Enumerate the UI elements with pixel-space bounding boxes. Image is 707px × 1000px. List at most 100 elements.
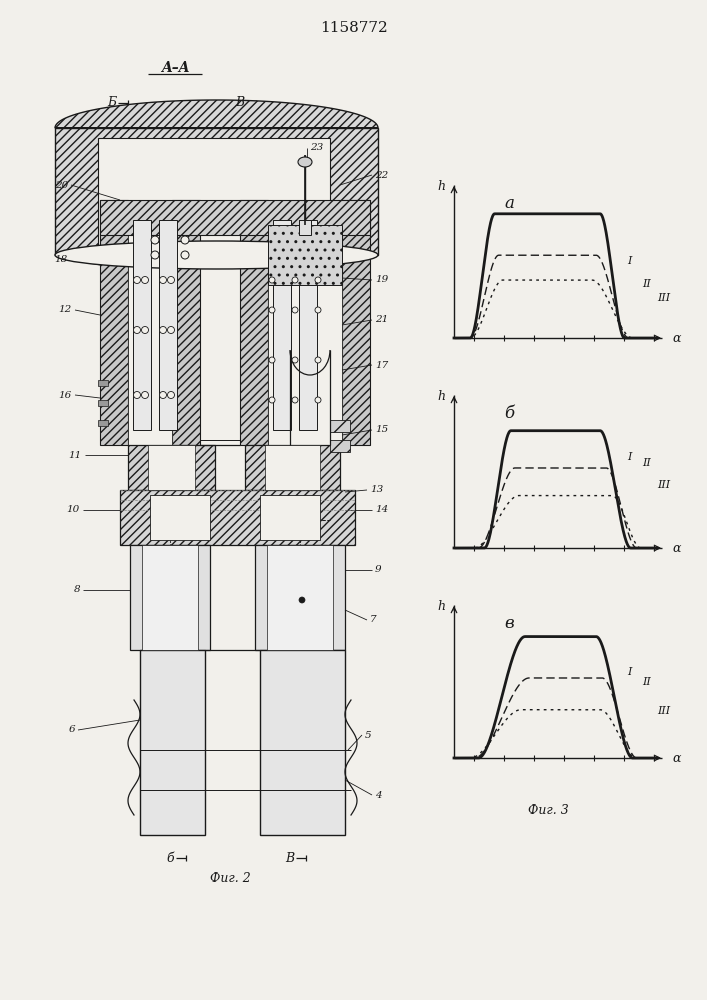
Bar — [299, 220, 317, 430]
Bar — [260, 650, 345, 835]
Bar — [128, 445, 215, 490]
Text: I: I — [627, 667, 632, 677]
Ellipse shape — [292, 397, 298, 403]
Text: 6: 6 — [69, 726, 75, 734]
Text: III: III — [658, 706, 670, 716]
Bar — [273, 220, 291, 430]
Text: 23: 23 — [310, 143, 323, 152]
Ellipse shape — [151, 251, 159, 259]
Text: 10: 10 — [66, 506, 80, 514]
Text: h: h — [437, 390, 445, 403]
Text: II: II — [643, 458, 651, 468]
Bar — [260, 495, 320, 540]
Bar — [142, 545, 198, 650]
Ellipse shape — [168, 391, 175, 398]
Ellipse shape — [141, 276, 148, 284]
Text: 16: 16 — [59, 390, 72, 399]
Ellipse shape — [315, 397, 321, 403]
Text: б: б — [504, 404, 514, 422]
Bar — [150, 495, 210, 540]
Bar — [245, 445, 340, 490]
Bar — [55, 128, 378, 255]
Ellipse shape — [299, 597, 305, 603]
Bar — [267, 545, 333, 650]
Bar — [159, 220, 177, 430]
Ellipse shape — [298, 157, 312, 167]
Text: 19: 19 — [375, 275, 388, 284]
Text: 8: 8 — [74, 585, 80, 594]
Text: I: I — [627, 452, 632, 462]
Bar — [330, 440, 350, 452]
Bar — [128, 200, 172, 445]
Ellipse shape — [269, 357, 275, 363]
Bar — [268, 225, 342, 285]
Text: A–A: A–A — [160, 61, 189, 75]
Text: h: h — [437, 180, 445, 194]
Text: I: I — [627, 256, 632, 266]
Text: h: h — [437, 600, 445, 613]
Text: II: II — [643, 677, 651, 687]
Text: Фиг. 3: Фиг. 3 — [527, 804, 568, 816]
Text: 22: 22 — [375, 170, 388, 180]
Ellipse shape — [292, 277, 298, 283]
Ellipse shape — [160, 391, 167, 398]
Bar — [299, 220, 311, 235]
Polygon shape — [55, 100, 378, 128]
Text: Фиг. 2: Фиг. 2 — [209, 871, 250, 884]
Text: в: в — [504, 614, 514, 632]
Text: α: α — [672, 332, 681, 344]
Text: 20: 20 — [54, 180, 68, 190]
Text: В: В — [235, 97, 245, 109]
Ellipse shape — [292, 307, 298, 313]
Ellipse shape — [269, 307, 275, 313]
Ellipse shape — [160, 326, 167, 334]
Bar — [140, 650, 205, 835]
Text: 9: 9 — [375, 566, 382, 574]
Text: II: II — [643, 279, 651, 289]
Text: III: III — [658, 480, 670, 490]
Bar — [98, 400, 108, 406]
Bar — [100, 200, 370, 235]
Ellipse shape — [151, 236, 159, 244]
Ellipse shape — [269, 397, 275, 403]
Bar — [172, 200, 200, 445]
Text: 15: 15 — [375, 426, 388, 434]
Text: 7: 7 — [370, 615, 377, 624]
Ellipse shape — [315, 277, 321, 283]
Ellipse shape — [315, 357, 321, 363]
Ellipse shape — [160, 276, 167, 284]
Ellipse shape — [292, 357, 298, 363]
Ellipse shape — [315, 307, 321, 313]
Bar — [130, 545, 210, 650]
Bar — [100, 200, 128, 445]
Text: α: α — [672, 542, 681, 554]
Bar — [98, 380, 108, 386]
Bar — [98, 138, 330, 255]
Bar — [120, 490, 355, 545]
Bar — [265, 445, 320, 490]
Ellipse shape — [141, 391, 148, 398]
Bar — [255, 545, 345, 650]
Ellipse shape — [168, 276, 175, 284]
Text: 13: 13 — [370, 486, 383, 494]
Ellipse shape — [134, 326, 141, 334]
Text: 5: 5 — [365, 730, 372, 740]
Text: 17: 17 — [375, 360, 388, 369]
Ellipse shape — [181, 236, 189, 244]
Bar — [133, 220, 151, 430]
Ellipse shape — [168, 326, 175, 334]
Text: 1158772: 1158772 — [320, 21, 388, 35]
Ellipse shape — [269, 277, 275, 283]
Text: 14: 14 — [375, 506, 388, 514]
Text: α: α — [672, 752, 681, 764]
Bar — [240, 200, 268, 445]
Bar — [342, 200, 370, 445]
Text: 12: 12 — [59, 306, 72, 314]
Text: Б: Б — [107, 97, 117, 109]
Bar — [98, 420, 108, 426]
Text: 21: 21 — [375, 316, 388, 324]
Bar — [330, 420, 350, 432]
Ellipse shape — [134, 276, 141, 284]
Text: В: В — [286, 852, 295, 864]
Text: б: б — [166, 852, 174, 864]
